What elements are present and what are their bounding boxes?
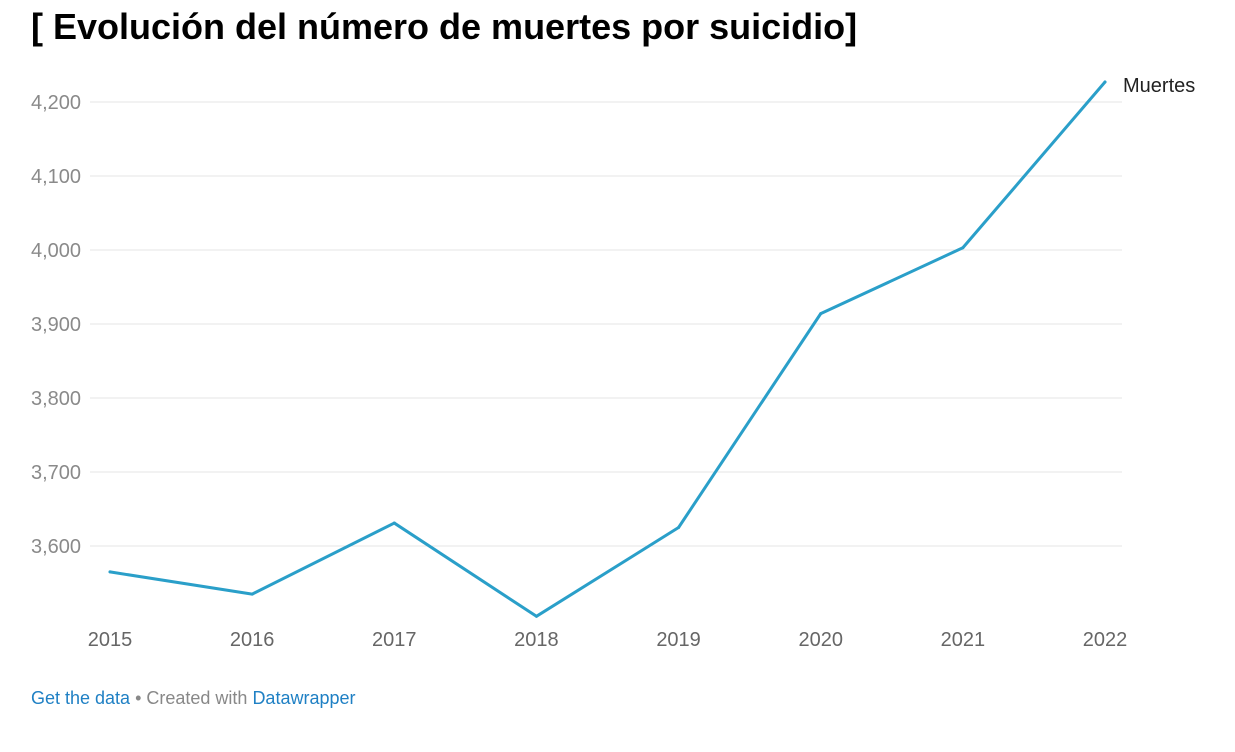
- y-tick-label: 3,700: [31, 462, 81, 484]
- y-tick-label: 3,800: [31, 388, 81, 410]
- x-axis-labels: 2015 2016 2017 2018 2019 2020 2021 2022: [88, 629, 1128, 651]
- data-point: [250, 592, 254, 596]
- data-point: [1103, 80, 1107, 84]
- x-tick-label: 2016: [230, 629, 275, 651]
- y-tick-label: 4,100: [31, 166, 81, 188]
- gridlines: [90, 101, 1122, 547]
- y-axis-labels: 3,600 3,700 3,800 3,900 4,000 4,100 4,200: [31, 92, 81, 558]
- y-tick-label: 4,200: [31, 92, 81, 114]
- chart-title: [ Evolución del número de muertes por su…: [31, 6, 858, 47]
- data-point: [534, 614, 538, 618]
- data-point: [108, 570, 112, 574]
- x-tick-label: 2018: [514, 629, 559, 651]
- x-tick-label: 2015: [88, 629, 133, 651]
- line-chart: 3,600 3,700 3,800 3,900 4,000 4,100 4,200 2015…: [31, 75, 1195, 651]
- data-point: [819, 312, 823, 316]
- x-tick-label: 2019: [656, 629, 701, 651]
- series-group: Muertes: [108, 75, 1195, 618]
- data-point: [677, 526, 681, 529]
- footer: Get the data • Created with Datawrapper: [31, 688, 356, 709]
- datawrapper-link[interactable]: Datawrapper: [252, 688, 356, 708]
- x-tick-label: 2017: [372, 629, 417, 651]
- y-tick-label: 4,000: [31, 240, 81, 262]
- x-tick-label: 2020: [798, 629, 843, 651]
- x-tick-label: 2021: [941, 629, 986, 651]
- data-point: [961, 246, 965, 250]
- data-point: [392, 521, 396, 525]
- y-tick-label: 3,600: [31, 536, 81, 558]
- series-line-muertes: [108, 80, 1107, 618]
- series-label: Muertes: [1123, 75, 1195, 97]
- y-tick-label: 3,900: [31, 314, 81, 336]
- x-tick-label: 2022: [1083, 629, 1128, 651]
- footer-separator: • Created with: [130, 688, 253, 708]
- get-the-data-link[interactable]: Get the data: [31, 688, 131, 708]
